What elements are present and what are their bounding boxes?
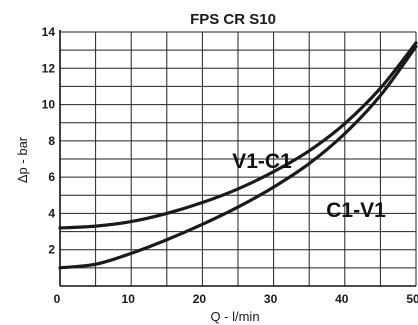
series-line-v1-c1	[58, 41, 418, 230]
x-tick-label: 0	[54, 292, 61, 306]
y-tick-label: 12	[42, 61, 56, 75]
series-label-v1-c1: V1-C1	[232, 150, 292, 173]
y-tick-label: 14	[42, 25, 56, 39]
x-tick-label: 40	[335, 292, 349, 306]
series-lines	[58, 41, 418, 270]
y-tick-label: 6	[48, 170, 55, 184]
x-tick-label: 50	[406, 292, 418, 306]
x-tick-label: 20	[193, 292, 207, 306]
grid	[60, 31, 417, 286]
y-tick-label: 2	[48, 243, 55, 257]
x-axis-label: Q - l/min	[210, 309, 259, 324]
y-axis-label: Δp - bar	[15, 136, 30, 183]
x-tick-label: 30	[264, 292, 278, 306]
axes	[59, 30, 416, 287]
y-tick-label: 10	[42, 98, 56, 112]
chart-title: FPS CR S10	[190, 11, 276, 28]
y-tick-label: 4	[48, 206, 55, 220]
series-line-c1-v1	[58, 44, 418, 270]
series-labels: V1-C1 C1-V1	[232, 150, 386, 222]
x-tick-label: 10	[122, 292, 136, 306]
tick-labels: 0 10 20 30 40 50 2 4 6 8 10 12 14	[42, 25, 418, 306]
series-label-c1-v1: C1-V1	[326, 199, 386, 222]
y-tick-label: 8	[48, 134, 55, 148]
